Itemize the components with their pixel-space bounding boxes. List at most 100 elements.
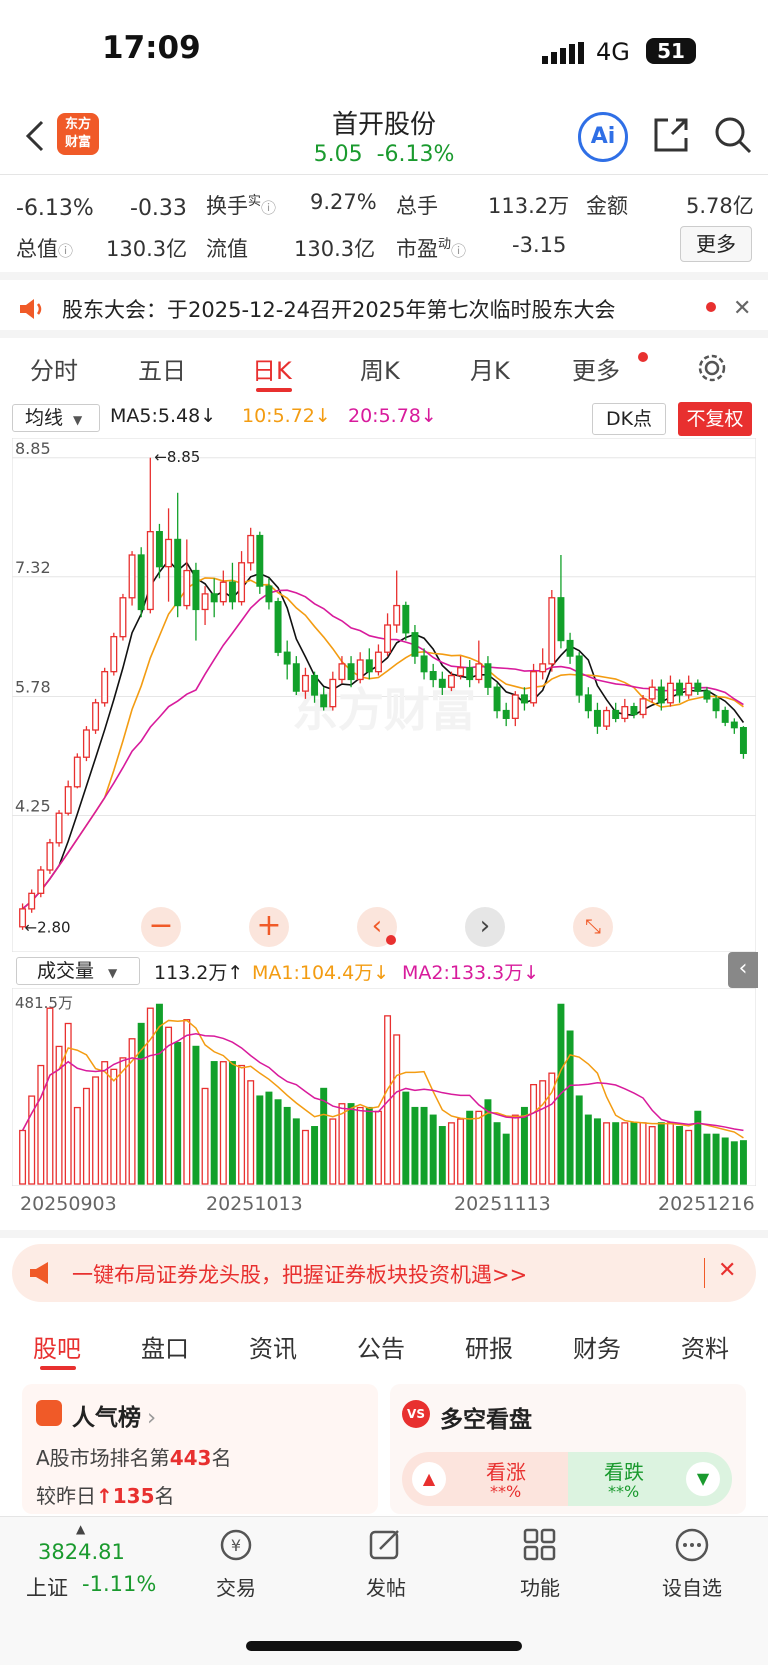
tab-five-day[interactable]: 五日 (138, 357, 186, 385)
indicator-select[interactable]: 均线 ▼ (12, 404, 100, 432)
tab-weekly-k[interactable]: 周K (360, 357, 400, 385)
volume-bar (265, 1091, 273, 1185)
nav-post[interactable]: 发帖 (366, 1576, 406, 1600)
index-value[interactable]: 3824.81 (38, 1540, 125, 1564)
fullscreen-button[interactable]: ⤡ (573, 907, 613, 947)
volume-current: 113.2万↑ (154, 962, 244, 984)
tab-news[interactable]: 资讯 (249, 1335, 297, 1363)
candle-body (320, 694, 328, 708)
candle-body (155, 531, 163, 568)
nav-trade[interactable]: 交易 (216, 1576, 256, 1600)
volume-bar (338, 1103, 346, 1185)
volume-max-label: 481.5万 (15, 994, 73, 1012)
volume-bar (511, 1114, 519, 1185)
tab-forum[interactable]: 股吧 (33, 1335, 81, 1363)
settings-icon[interactable] (696, 352, 728, 384)
candle-body (19, 908, 27, 928)
candle-body (721, 709, 729, 723)
candle-body (648, 686, 656, 700)
tab-intraday[interactable]: 分时 (30, 357, 78, 385)
volume-bar (420, 1106, 428, 1185)
candle-body (356, 659, 364, 681)
nav-function[interactable]: 功能 (520, 1576, 560, 1600)
amount-value: 5.78亿 (686, 194, 754, 218)
trade-icon[interactable]: ¥ (216, 1527, 256, 1563)
volume-indicator-select[interactable]: 成交量 ▼ (16, 957, 140, 985)
function-icon[interactable] (522, 1527, 558, 1563)
watchlist-icon[interactable] (674, 1527, 710, 1563)
bearish-pct: **% (608, 1482, 640, 1501)
share-icon[interactable] (650, 114, 692, 156)
price-adjust-label: 不复权 (686, 408, 744, 430)
bearish-button[interactable]: 看跌 **% ▼ (568, 1452, 732, 1506)
tab-research[interactable]: 研报 (465, 1335, 513, 1363)
volume-bar (101, 1061, 109, 1185)
nav-watchlist[interactable]: 设自选 (662, 1576, 722, 1600)
vs-icon: VS (402, 1400, 430, 1428)
candle-body (256, 534, 264, 587)
sentiment-card[interactable]: VS 多空看盘 ▲ 看涨 **% 看跌 **% ▼ (390, 1384, 746, 1514)
dk-points-button[interactable]: DK点 (592, 403, 666, 435)
back-icon[interactable] (20, 116, 50, 156)
notice-text[interactable]: 股东大会：于2025-12-24召开2025年第七次临时股东大会 (62, 298, 616, 322)
kline-chart[interactable]: 8.85 7.32 5.78 4.25 东方财富 ←8.85 ←2.80 (12, 438, 756, 952)
zoom-out-button[interactable]: − (141, 907, 181, 947)
amount-label: 金额 (586, 194, 628, 218)
search-icon[interactable] (712, 114, 754, 156)
candle-body (657, 686, 665, 704)
volume-bar (73, 1106, 81, 1185)
volume-chart[interactable]: 481.5万 (12, 988, 756, 1186)
candle-body (192, 569, 200, 611)
candle-body (511, 694, 519, 719)
candle-body (146, 531, 154, 611)
popularity-card[interactable]: 人气榜 › A股市场排名第443名 较昨日↑135名 (22, 1384, 378, 1514)
candle-body (201, 593, 209, 611)
volume-bar (311, 1126, 319, 1185)
tab-orderbook[interactable]: 盘口 (141, 1335, 189, 1363)
quote-gap (0, 272, 768, 280)
candle-body (165, 538, 173, 568)
date-label-1: 20250903 (20, 1193, 117, 1215)
tab-monthly-k[interactable]: 月K (470, 357, 510, 385)
notice-close-icon[interactable]: ✕ (733, 296, 752, 321)
volume-ma1-line (21, 1019, 744, 1139)
post-icon[interactable] (368, 1527, 404, 1563)
more-button[interactable]: 更多 (680, 226, 752, 262)
volume-bar (539, 1080, 547, 1185)
volume-bar (575, 1095, 583, 1185)
volume-bar (447, 1122, 455, 1185)
volume-bar (46, 1007, 54, 1185)
tab-daily-k[interactable]: 日K (252, 357, 292, 385)
candle-body (739, 727, 747, 754)
volume-ma1: MA1:104.4万↓ (252, 962, 390, 984)
candle-body (238, 562, 246, 603)
candle-body (438, 678, 446, 688)
volume-bar (402, 1091, 410, 1185)
tab-announcement[interactable]: 公告 (357, 1335, 405, 1363)
header-change-pct: -6.13% (376, 142, 455, 167)
ai-button[interactable]: Ai (578, 112, 628, 162)
logo-line1: 东方 (64, 117, 91, 132)
price-tick-label: 4.25 (15, 797, 51, 816)
candle-body (730, 721, 738, 729)
popularity-icon (36, 1400, 62, 1426)
promo-close-icon[interactable]: ✕ (718, 1258, 737, 1283)
candle-body (493, 686, 501, 712)
header-divider (0, 174, 768, 175)
price-adjust-button[interactable]: 不复权 (678, 402, 752, 436)
pan-right-button[interactable]: › (465, 907, 505, 947)
collapse-panel-button[interactable]: ‹ (728, 952, 758, 988)
app-logo[interactable]: 东方 财富 (57, 113, 99, 155)
ma20-value: 20:5.78↓ (348, 405, 437, 427)
zoom-in-button[interactable]: + (249, 907, 289, 947)
promo-banner[interactable]: 一键布局证券龙头股，把握证券板块投资机遇>> ✕ (12, 1244, 756, 1302)
bullish-button[interactable]: ▲ 看涨 **% (402, 1452, 572, 1506)
candle-body (447, 674, 455, 688)
candle-body (28, 892, 36, 910)
volume-bar (37, 1064, 45, 1185)
tab-finance[interactable]: 财务 (573, 1335, 621, 1363)
tab-profile[interactable]: 资料 (681, 1335, 729, 1363)
tab-more[interactable]: 更多 (572, 357, 620, 385)
float-cap-label: 流值 (206, 237, 248, 261)
volume-bar (137, 1022, 145, 1185)
